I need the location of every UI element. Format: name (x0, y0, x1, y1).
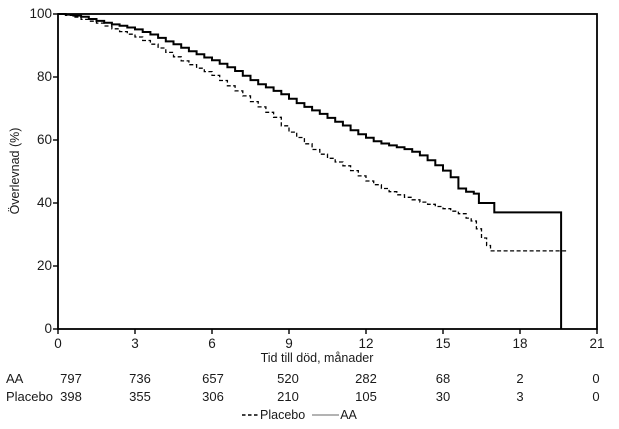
risk-count: 105 (355, 389, 377, 404)
risk-count: 355 (129, 389, 151, 404)
x-tick-label: 18 (512, 336, 528, 351)
y-tick-label: 20 (36, 258, 52, 273)
y-axis-title: Överlevnad (%) (8, 127, 22, 215)
legend-label: Placebo (260, 408, 306, 422)
legend-item-aa: AA (312, 408, 357, 422)
risk-count: 797 (60, 371, 82, 386)
risk-count: 0 (592, 389, 600, 404)
risk-count: 736 (129, 371, 151, 386)
y-axis-ticks (53, 13, 58, 330)
y-tick-label: 40 (36, 195, 52, 210)
risk-count: 520 (277, 371, 299, 386)
x-tick-label: 12 (358, 336, 374, 351)
x-tick-label: 15 (435, 336, 451, 351)
legend-label: AA (340, 408, 357, 422)
x-tick-label: 21 (589, 336, 605, 351)
risk-count: 68 (435, 371, 451, 386)
risk-count: 0 (592, 371, 600, 386)
plot-box (57, 13, 598, 330)
y-tick-label: 100 (29, 6, 52, 21)
x-tick-label: 0 (54, 336, 62, 351)
y-tick-label: 80 (36, 69, 52, 84)
risk-count: 3 (516, 389, 524, 404)
risk-row-label-placebo: Placebo (6, 389, 53, 404)
x-axis-ticks (57, 329, 598, 334)
y-tick-label: 0 (44, 321, 52, 336)
x-axis-title: Tid till död, månader (260, 351, 374, 365)
risk-count: 30 (435, 389, 451, 404)
legend: Placebo AA (242, 408, 357, 422)
risk-count: 210 (277, 389, 299, 404)
y-tick-label: 60 (36, 132, 52, 147)
risk-count: 657 (202, 371, 224, 386)
risk-count: 306 (202, 389, 224, 404)
solid-line-marker (312, 414, 340, 416)
aa-curve (58, 13, 563, 329)
risk-count: 282 (355, 371, 377, 386)
dashed-line-marker (242, 414, 259, 416)
risk-count: 398 (60, 389, 82, 404)
x-tick-label: 9 (285, 336, 293, 351)
legend-item-placebo: Placebo (242, 408, 305, 422)
risk-count: 2 (516, 371, 524, 386)
placebo-curve (58, 13, 567, 252)
x-tick-label: 6 (208, 336, 216, 351)
risk-row-label-aa: AA (6, 371, 24, 386)
x-tick-label: 3 (131, 336, 139, 351)
